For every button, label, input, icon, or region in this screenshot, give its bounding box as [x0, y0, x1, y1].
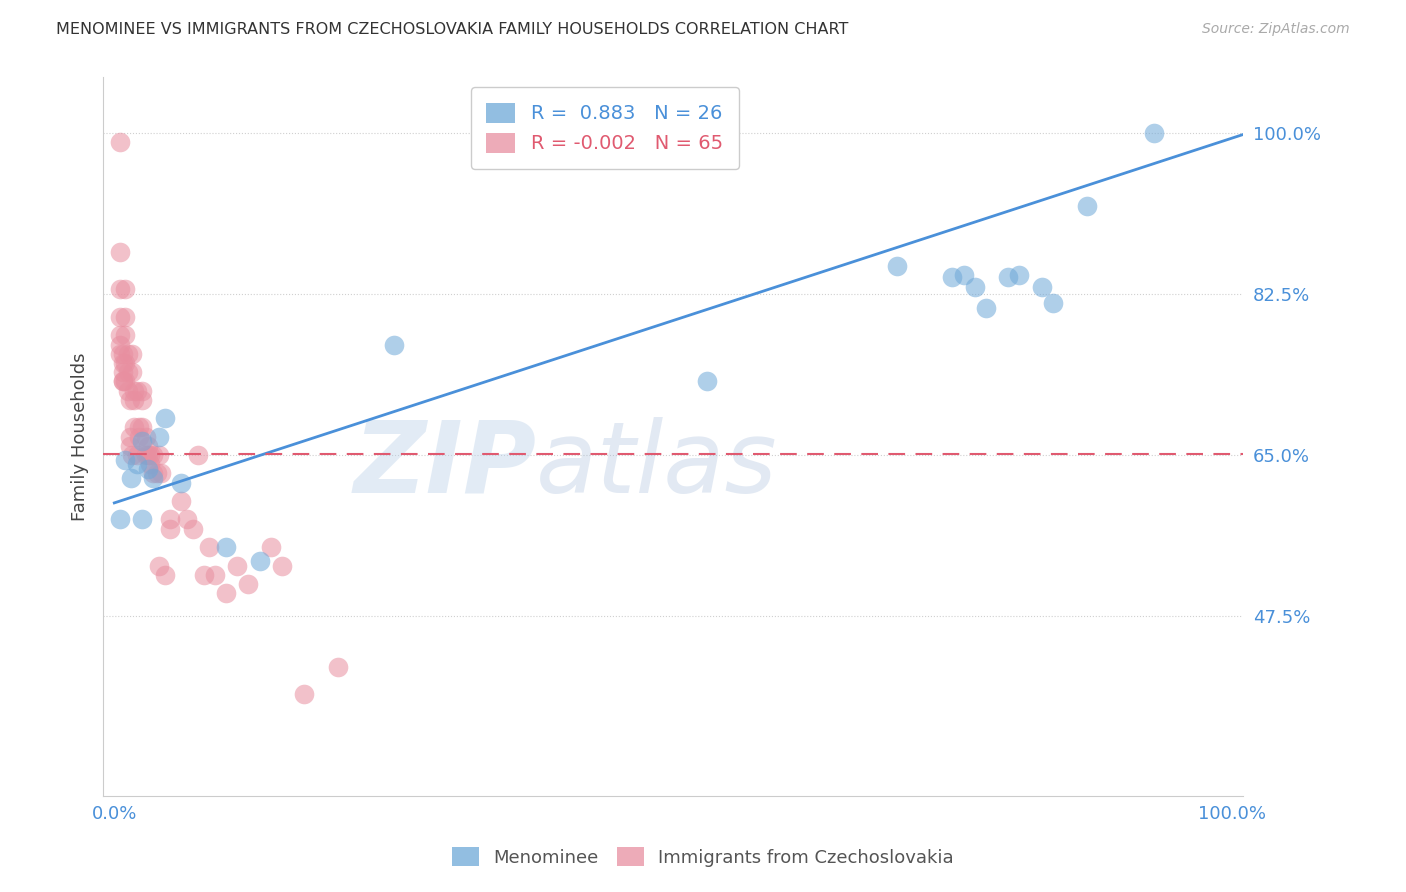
Legend: Menominee, Immigrants from Czechoslovakia: Menominee, Immigrants from Czechoslovaki… [444, 840, 962, 874]
Point [136, 448, 159, 462]
Point [114, 356, 136, 370]
Point [382, 337, 405, 351]
Point [952, 268, 974, 283]
Text: Source: ZipAtlas.com: Source: ZipAtlas.com [1202, 22, 1350, 37]
Point [204, 567, 226, 582]
Point [131, 420, 153, 434]
Point [941, 270, 963, 285]
Point [118, 439, 141, 453]
Point [142, 471, 165, 485]
Point [121, 365, 143, 379]
Point [153, 567, 176, 582]
Point [136, 439, 159, 453]
Point [120, 471, 142, 485]
Point [108, 328, 131, 343]
Text: ZIP: ZIP [353, 417, 536, 514]
Point [170, 494, 193, 508]
Point [112, 347, 135, 361]
Y-axis label: Family Households: Family Households [72, 352, 89, 521]
Point [124, 384, 146, 398]
Point [271, 558, 294, 573]
Point [112, 375, 135, 389]
Point [1142, 126, 1164, 140]
Point [124, 392, 146, 407]
Point [128, 429, 150, 443]
Point [148, 429, 170, 443]
Point [150, 467, 173, 481]
Point [153, 411, 176, 425]
Point [118, 392, 141, 407]
Point [135, 448, 157, 462]
Point [148, 558, 170, 573]
Point [117, 365, 139, 379]
Point [108, 245, 131, 260]
Point [696, 375, 718, 389]
Text: atlas: atlas [536, 417, 778, 514]
Point [131, 384, 153, 398]
Point [108, 135, 131, 149]
Point [114, 310, 136, 324]
Point [139, 457, 162, 471]
Point [215, 586, 238, 600]
Point [181, 522, 204, 536]
Point [159, 512, 181, 526]
Point [108, 337, 131, 351]
Point [1076, 199, 1098, 213]
Point [139, 448, 162, 462]
Point [117, 384, 139, 398]
Point [193, 567, 215, 582]
Point [170, 475, 193, 490]
Point [187, 448, 209, 462]
Point [112, 356, 135, 370]
Point [114, 282, 136, 296]
Point [108, 282, 131, 296]
Point [117, 347, 139, 361]
Point [1031, 280, 1053, 294]
Point [886, 259, 908, 273]
Point [260, 540, 283, 554]
Point [125, 448, 148, 462]
Point [108, 347, 131, 361]
Point [108, 512, 131, 526]
Point [145, 467, 167, 481]
Point [215, 540, 238, 554]
Point [1042, 296, 1064, 310]
Point [142, 467, 165, 481]
Point [112, 375, 135, 389]
Text: MENOMINEE VS IMMIGRANTS FROM CZECHOSLOVAKIA FAMILY HOUSEHOLDS CORRELATION CHART: MENOMINEE VS IMMIGRANTS FROM CZECHOSLOVA… [56, 22, 849, 37]
Point [142, 448, 165, 462]
Point [198, 540, 221, 554]
Point [121, 448, 143, 462]
Point [131, 434, 153, 449]
Point [1008, 268, 1031, 283]
Point [124, 420, 146, 434]
Point [125, 457, 148, 471]
Point [997, 270, 1019, 285]
Point [121, 347, 143, 361]
Point [114, 375, 136, 389]
Point [118, 429, 141, 443]
Point [326, 660, 349, 674]
Point [112, 365, 135, 379]
Point [159, 522, 181, 536]
Point [963, 280, 986, 294]
Point [135, 429, 157, 443]
Point [125, 384, 148, 398]
Point [108, 310, 131, 324]
Point [226, 558, 249, 573]
Point [249, 554, 271, 568]
Point [148, 448, 170, 462]
Point [131, 512, 153, 526]
Point [131, 392, 153, 407]
Point [136, 462, 159, 476]
Point [238, 577, 260, 591]
Point [114, 452, 136, 467]
Point [176, 512, 198, 526]
Point [128, 420, 150, 434]
Point [974, 301, 997, 315]
Point [292, 688, 315, 702]
Point [114, 328, 136, 343]
Legend: R =  0.883   N = 26, R = -0.002   N = 65: R = 0.883 N = 26, R = -0.002 N = 65 [471, 87, 738, 169]
